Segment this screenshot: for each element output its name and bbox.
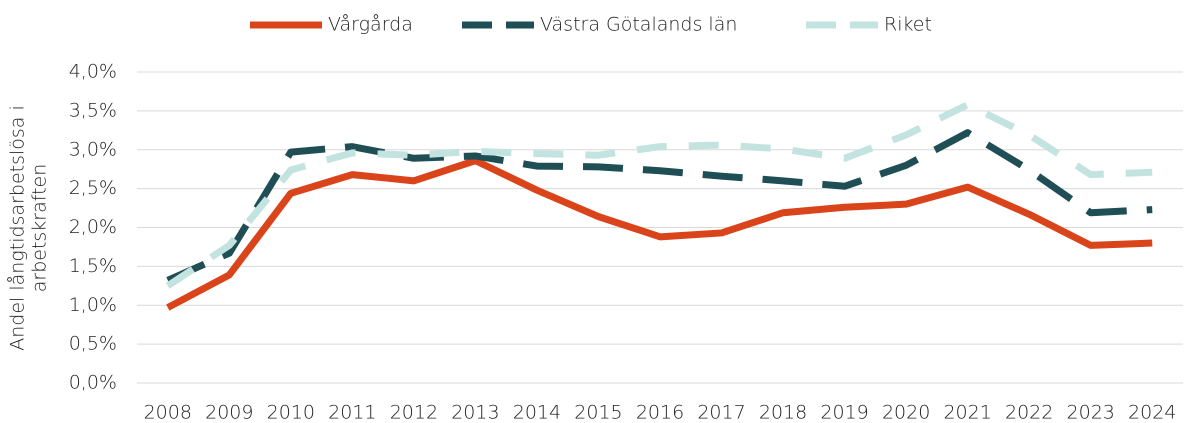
x-tick-label: 2015 [574,402,622,423]
y-axis-label: arbetskraften [29,164,51,293]
y-tick-label: 1,5% [69,255,117,277]
x-tick-label: 2009 [205,402,253,423]
y-tick-label: 0,5% [69,333,117,355]
x-tick-label: 2016 [636,402,684,423]
series-line [165,101,1153,289]
legend-label: Västra Götalands län [540,14,737,36]
y-tick-label: 2,5% [69,177,117,199]
y-tick-label: 3,5% [69,99,117,121]
x-tick-label: 2017 [697,402,745,423]
y-tick-label: 4,0% [69,61,117,83]
x-tick-label: 2008 [144,402,192,423]
x-tick-label: 2024 [1128,402,1176,423]
y-tick-label: 3,0% [69,138,117,160]
x-tick-label: 2023 [1067,402,1115,423]
y-axis-label: Andel långtidsarbetslösa i [7,105,29,350]
x-tick-label: 2021 [943,402,991,423]
series-line [166,157,1153,311]
x-tick-label: 2013 [451,402,499,423]
x-tick-label: 2011 [328,402,376,423]
series-line [166,129,1153,284]
x-tick-label: 2022 [1005,402,1053,423]
x-tick-label: 2014 [513,402,561,423]
x-tick-label: 2012 [390,402,438,423]
legend-label: Vårgårda [328,14,413,36]
y-tick-label: 0,0% [69,372,117,394]
legend-label: Riket [884,14,932,36]
x-tick-label: 2020 [882,402,930,423]
x-tick-label: 2019 [820,402,868,423]
y-tick-label: 2,0% [69,216,117,238]
y-tick-label: 1,0% [69,294,117,316]
x-tick-label: 2010 [267,402,315,423]
x-tick-label: 2018 [759,402,807,423]
